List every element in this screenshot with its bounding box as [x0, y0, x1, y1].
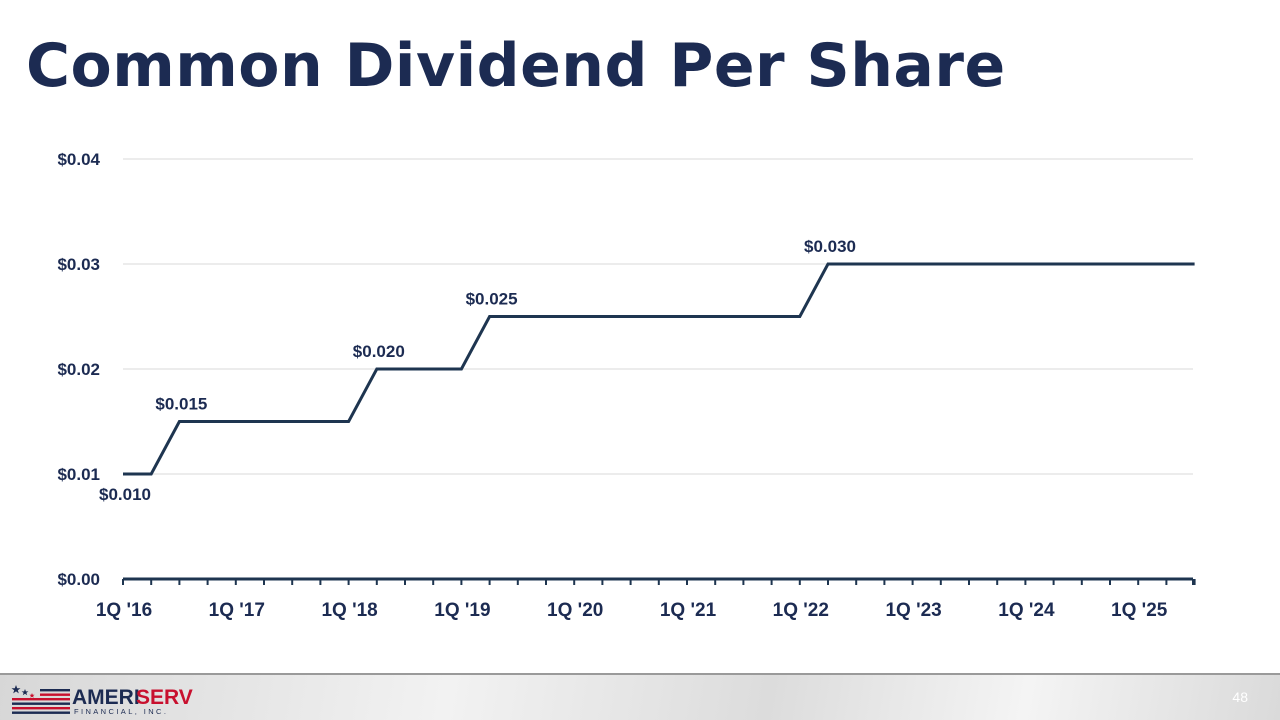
x-tick-label: 1Q '23	[885, 600, 941, 621]
data-label: $0.030	[804, 237, 856, 256]
x-tick-label: 1Q '21	[660, 600, 717, 621]
y-tick-label: $0.04	[57, 150, 100, 169]
data-label: $0.015	[155, 395, 207, 414]
x-tick-label: 1Q '20	[547, 600, 603, 621]
data-label: $0.010	[99, 485, 151, 504]
logo-brand-left: AMERI	[72, 686, 140, 709]
ameriserv-logo: AMERI SERV FINANCIAL, INC.	[11, 685, 193, 716]
y-tick-label: $0.00	[57, 570, 100, 589]
logo-brand-right: SERV	[136, 686, 193, 709]
x-tick-label: 1Q '24	[998, 600, 1055, 621]
x-tick-label: 1Q '18	[321, 600, 377, 621]
x-axis	[122, 577, 1196, 585]
logo-stripes-icon	[12, 689, 70, 714]
dividend-series-line	[123, 262, 1195, 476]
dividend-line-chart: $0.00$0.01$0.02$0.03$0.04 1Q '16 1Q '17 1Q…	[57, 150, 1196, 621]
x-tick-label: 1Q '25	[1111, 600, 1168, 621]
logo-stars-icon	[11, 685, 35, 698]
y-tick-label: $0.02	[57, 360, 100, 379]
x-axis-tick-labels: 1Q '16 1Q '17 1Q '18 1Q '19 1Q '20 1Q '21 1Q '…	[96, 600, 1168, 621]
data-label: $0.025	[466, 290, 518, 309]
x-tick-label: 1Q '17	[209, 600, 265, 621]
slide-title: Common Dividend Per Share	[26, 31, 1006, 101]
data-labels: $0.010 $0.015 $0.020 $0.025 $0.030	[99, 237, 856, 504]
footer-bar: AMERI SERV FINANCIAL, INC. 48	[0, 673, 1280, 720]
x-tick-label: 1Q '22	[773, 600, 829, 621]
data-label: $0.020	[353, 342, 405, 361]
x-tick-label: 1Q '19	[434, 600, 490, 621]
series-dividend	[123, 262, 1195, 476]
y-tick-label: $0.01	[57, 465, 100, 484]
logo-tagline: FINANCIAL, INC.	[74, 707, 168, 716]
page-number: 48	[1232, 689, 1248, 705]
y-axis-tick-labels: $0.00 $0.01 $0.02 $0.03 $0.04	[57, 150, 100, 589]
x-tick-label: 1Q '16	[96, 600, 152, 621]
y-tick-label: $0.03	[57, 255, 100, 274]
